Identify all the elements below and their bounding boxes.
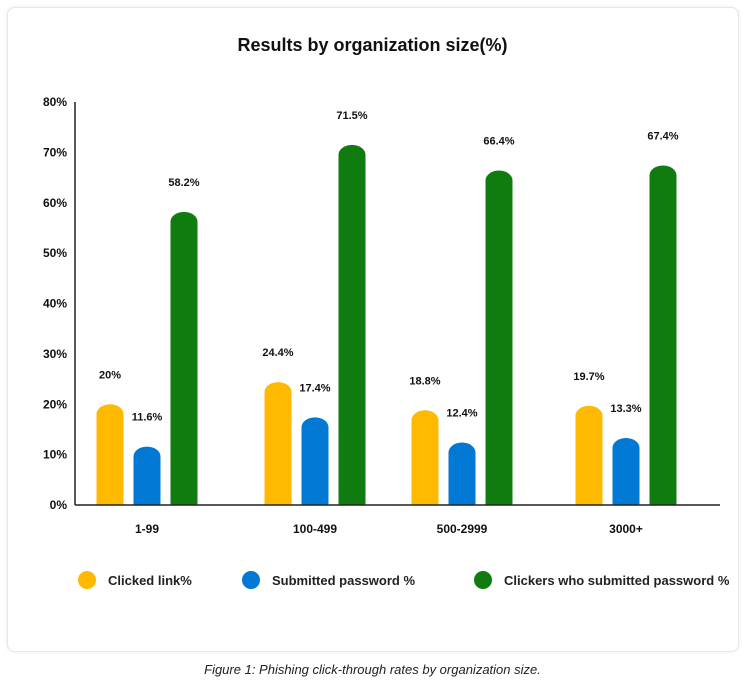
legend-item-clickers-submitted: Clickers who submitted password % bbox=[474, 568, 729, 592]
bar-submitted-password-100-499 bbox=[301, 417, 329, 505]
bar-clickers-who-submitted-password-1-99 bbox=[170, 211, 198, 505]
data-label-submitted-password-3000: 13.3% bbox=[610, 403, 641, 415]
legend-swatch-submitted-password bbox=[242, 571, 260, 589]
y-tick-label: 10% bbox=[43, 448, 67, 462]
bar-clicked-link-100-499 bbox=[264, 382, 292, 505]
chart-title: Results by organization size(%) bbox=[237, 35, 508, 55]
chart-frame bbox=[7, 7, 739, 652]
bar-submitted-password-3000 bbox=[612, 438, 640, 505]
legend-item-clicked-link: Clicked link% bbox=[78, 568, 192, 592]
bar-chart: 0% 10% 20% 30% 40% 50% 60% 70% 80% 20% 24.4% 18.8%… bbox=[43, 95, 720, 536]
y-tick-label: 30% bbox=[43, 347, 67, 361]
bars bbox=[96, 144, 677, 505]
legend-swatch-clickers-submitted bbox=[474, 571, 492, 589]
x-axis: 1-99 100-499 500-2999 3000+ bbox=[75, 504, 720, 536]
legend-swatch-clicked-link bbox=[78, 571, 96, 589]
legend-label-clickers-submitted: Clickers who submitted password % bbox=[504, 572, 730, 588]
x-tick-label: 100-499 bbox=[293, 522, 337, 536]
data-label-clicked-link-100-499: 24.4% bbox=[262, 347, 293, 359]
y-tick-label: 70% bbox=[43, 145, 67, 159]
y-tick-label: 80% bbox=[43, 95, 67, 109]
bar-clicked-link-3000 bbox=[575, 405, 603, 505]
y-axis: 0% 10% 20% 30% 40% 50% 60% 70% 80% bbox=[43, 95, 76, 512]
legend-item-submitted-password: Submitted password % bbox=[242, 568, 415, 592]
x-tick-label: 500-2999 bbox=[437, 522, 488, 536]
bar-submitted-password-500-2999 bbox=[448, 442, 476, 505]
legend-label-clicked-link: Clicked link% bbox=[108, 572, 192, 588]
bar-labels: 20% 24.4% 18.8% 19.7% 11.6% 17.4% 12.4% 13.3% 58… bbox=[99, 110, 679, 424]
bar-clickers-who-submitted-password-3000 bbox=[649, 165, 677, 505]
y-tick-label: 20% bbox=[43, 397, 67, 411]
data-label-clickers-who-submitted-password-1-99: 58.2% bbox=[168, 177, 199, 189]
data-label-clicked-link-3000: 19.7% bbox=[573, 371, 604, 383]
figure-caption: Figure 1: Phishing click-through rates b… bbox=[204, 662, 541, 677]
bar-submitted-password-1-99 bbox=[133, 446, 161, 505]
y-tick-label: 60% bbox=[43, 196, 67, 210]
data-label-submitted-password-500-2999: 12.4% bbox=[446, 408, 477, 420]
legend-label-submitted-password: Submitted password % bbox=[272, 572, 416, 588]
y-tick-label: 40% bbox=[43, 297, 67, 311]
bar-clicked-link-500-2999 bbox=[411, 410, 439, 505]
x-tick-label: 1-99 bbox=[135, 522, 159, 536]
y-tick-label: 0% bbox=[50, 498, 68, 512]
data-label-clicked-link-1-99: 20% bbox=[99, 369, 121, 381]
data-label-submitted-password-100-499: 17.4% bbox=[299, 382, 330, 394]
data-label-clickers-who-submitted-password-3000: 67.4% bbox=[647, 130, 678, 142]
data-label-clickers-who-submitted-password-100-499: 71.5% bbox=[336, 110, 367, 122]
bar-clickers-who-submitted-password-100-499 bbox=[338, 144, 366, 505]
data-label-clickers-who-submitted-password-500-2999: 66.4% bbox=[483, 136, 514, 148]
bar-clickers-who-submitted-password-500-2999 bbox=[485, 170, 513, 505]
y-tick-label: 50% bbox=[43, 246, 67, 260]
data-label-submitted-password-1-99: 11.6% bbox=[132, 412, 163, 424]
x-tick-label: 3000+ bbox=[609, 522, 643, 536]
bar-clicked-link-1-99 bbox=[96, 404, 124, 505]
data-label-clicked-link-500-2999: 18.8% bbox=[409, 375, 440, 387]
